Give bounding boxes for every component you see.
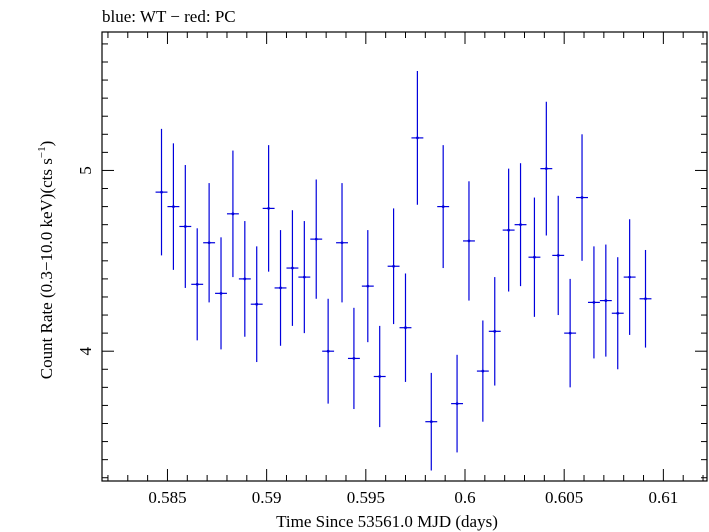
data-point [167, 143, 180, 270]
point-marker [302, 275, 306, 279]
point-marker [291, 266, 294, 270]
y-axis-label-main: Count Rate (0.3−10.0 keV)(cts s [37, 158, 56, 379]
data-point [347, 307, 360, 410]
data-point [387, 208, 400, 325]
point-marker [267, 207, 271, 210]
data-point [298, 221, 311, 334]
data-point [564, 278, 577, 388]
point-marker [481, 369, 485, 373]
point-marker [568, 331, 572, 335]
data-point [488, 277, 501, 386]
data-point [215, 237, 227, 350]
x-tick-label: 0.585 [148, 488, 186, 507]
data-point [373, 325, 386, 428]
data-point [336, 183, 348, 303]
chart-title: blue: WT − red: PC [102, 7, 236, 26]
x-tick-label: 0.595 [347, 488, 385, 507]
point-marker [366, 284, 370, 288]
point-marker [255, 302, 259, 306]
data-point [425, 372, 438, 471]
point-marker [279, 286, 282, 290]
data-point [437, 145, 450, 269]
point-marker [616, 311, 620, 315]
point-marker [519, 223, 522, 227]
data-point [191, 228, 204, 341]
point-marker [580, 196, 584, 199]
data-point [361, 230, 374, 343]
data-point [463, 181, 475, 301]
point-marker [340, 241, 344, 245]
point-marker [219, 291, 223, 295]
data-point [262, 145, 275, 272]
data-point [411, 71, 424, 205]
data-point [238, 221, 251, 337]
data-point [587, 246, 600, 359]
point-marker [195, 282, 199, 286]
point-marker [533, 255, 536, 259]
x-axis-ticks: 0.585 0.59 0.595 0.6 0.605 0.61 [107, 32, 704, 507]
point-marker [455, 402, 459, 406]
point-marker [378, 375, 382, 378]
data-point [514, 163, 527, 287]
point-marker [172, 205, 175, 208]
data-point [576, 134, 588, 261]
x-tick-label: 0.6 [454, 488, 475, 507]
y-tick-label: 5 [76, 166, 95, 175]
data-point [322, 298, 335, 404]
data-point [552, 195, 565, 316]
data-point [611, 257, 624, 370]
data-point [540, 101, 553, 236]
data-point [250, 246, 263, 363]
y-axis-label-close: ) [37, 141, 56, 147]
data-point [310, 179, 323, 299]
point-marker [544, 167, 548, 171]
point-marker [507, 228, 511, 232]
data-point [451, 354, 464, 453]
data-point [179, 165, 192, 288]
point-marker [160, 190, 163, 194]
y-axis-label: Count Rate (0.3−10.0 keV)(cts s−1) [36, 141, 56, 380]
point-marker [429, 420, 433, 424]
point-marker [243, 277, 247, 281]
point-marker [644, 297, 647, 301]
point-marker [441, 205, 445, 208]
data-point [203, 183, 216, 303]
point-marker [392, 264, 395, 268]
point-marker [493, 329, 497, 333]
data-point [286, 210, 299, 326]
data-point [226, 150, 239, 278]
x-tick-label: 0.59 [252, 488, 282, 507]
y-tick-label: 4 [76, 346, 95, 355]
data-point [599, 244, 612, 357]
data-point [274, 230, 287, 346]
x-tick-label: 0.61 [648, 488, 678, 507]
data-point [155, 128, 168, 256]
data-point [639, 249, 652, 348]
point-marker [467, 239, 471, 243]
x-tick-label: 0.605 [545, 488, 583, 507]
point-marker [352, 357, 356, 360]
point-marker [628, 275, 632, 279]
x-axis-label: Time Since 53561.0 MJD (days) [276, 512, 498, 531]
point-marker [207, 241, 211, 245]
point-marker [592, 300, 596, 304]
data-points [155, 71, 652, 471]
data-point [502, 168, 515, 292]
point-marker [231, 212, 235, 216]
plot-frame [101, 31, 708, 482]
y-axis-ticks: 45 [76, 43, 707, 479]
data-point [623, 219, 636, 335]
data-point [528, 197, 541, 317]
point-marker [415, 136, 419, 140]
point-marker [404, 326, 407, 330]
point-marker [556, 253, 560, 257]
point-marker [183, 225, 187, 228]
point-marker [314, 237, 318, 241]
y-axis-label-superscript: −1 [36, 146, 48, 158]
data-point [476, 320, 489, 422]
point-marker [326, 349, 330, 353]
point-marker [604, 299, 608, 302]
data-point [399, 273, 412, 382]
